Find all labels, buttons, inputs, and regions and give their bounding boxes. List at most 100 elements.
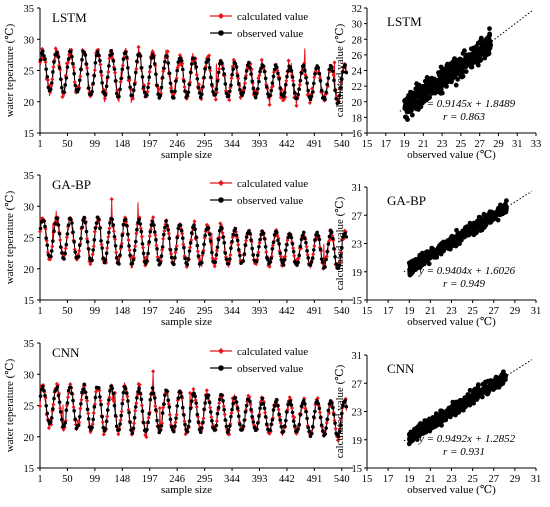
calculated-point: [332, 60, 337, 65]
observed-point: [312, 415, 316, 419]
observed-point: [104, 251, 109, 256]
observed-point: [81, 387, 85, 392]
observed-point: [299, 237, 304, 242]
x-tick-label: 21: [425, 306, 436, 317]
observed-point: [133, 239, 138, 244]
observed-point: [131, 426, 136, 431]
observed-point: [186, 90, 191, 95]
observed-point: [242, 418, 247, 422]
observed-point: [55, 216, 60, 221]
observed-point: [256, 253, 260, 258]
observed-point: [119, 413, 123, 418]
observed-point: [160, 411, 165, 415]
observed-point: [291, 419, 296, 423]
observed-point: [76, 87, 81, 91]
observed-point: [301, 398, 306, 403]
calculated-point: [324, 254, 329, 259]
y-tick-label: 15: [352, 464, 363, 475]
calculated-point: [165, 49, 170, 54]
scatter-point: [424, 97, 430, 102]
scatter-point: [438, 249, 444, 255]
observed-point: [257, 414, 261, 418]
observed-point: [195, 243, 200, 248]
x-tick-label: 148: [114, 306, 130, 317]
observed-point: [68, 49, 73, 54]
observed-point: [156, 424, 160, 429]
observed-point: [126, 232, 130, 237]
x-tick-label: 295: [197, 306, 213, 317]
observed-point: [332, 78, 336, 83]
scatter-point: [489, 209, 495, 215]
calculated-point: [161, 405, 166, 410]
observed-point: [43, 224, 47, 229]
observed-point: [56, 55, 61, 59]
observed-point: [221, 398, 225, 403]
observed-point: [269, 422, 274, 427]
observed-point: [173, 424, 177, 428]
observed-point: [42, 219, 46, 223]
observed-point: [64, 408, 69, 412]
observed-point: [241, 424, 246, 429]
observed-point: [328, 399, 333, 403]
observed-point: [55, 385, 60, 390]
observed-point: [301, 230, 306, 235]
observed-point: [248, 231, 252, 236]
observed-point: [234, 65, 239, 69]
observed-point: [286, 235, 290, 240]
observed-point: [261, 231, 266, 236]
observed-point: [86, 247, 91, 251]
observed-point: [312, 248, 316, 252]
x-tick-label: 29: [510, 306, 521, 317]
y-tick-label: 20: [24, 433, 35, 444]
observed-point: [279, 424, 284, 429]
observed-point: [155, 246, 159, 251]
observed-point: [329, 230, 334, 234]
scatter-point: [453, 82, 459, 88]
observed-point: [110, 52, 115, 56]
scatter-point: [421, 427, 426, 433]
observed-point: [52, 60, 56, 64]
calculated-point: [96, 47, 101, 52]
y-tick-label: 23: [352, 240, 363, 251]
observed-point: [130, 261, 135, 266]
calculated-point: [113, 70, 118, 75]
y-tick-label: 23: [352, 408, 363, 419]
observed-point: [77, 78, 82, 82]
observed-point: [286, 69, 290, 73]
calculated-point: [156, 87, 161, 92]
calculated-point: [259, 57, 264, 63]
y-axis-label: water teperature (℃): [4, 23, 16, 117]
panel-label: GA-BP: [387, 193, 426, 208]
observed-point: [90, 258, 94, 263]
calculated-point: [217, 400, 222, 406]
y-tick-label: 26: [352, 51, 363, 62]
observed-point: [261, 402, 266, 406]
correlation-r: r = 0.863: [443, 111, 485, 123]
y-axis-label: water teperature (℃): [4, 190, 16, 284]
calculated-point: [175, 233, 180, 238]
observed-point: [296, 92, 300, 97]
observed-point: [323, 432, 327, 436]
observed-point: [226, 93, 231, 98]
observed-point: [233, 61, 238, 66]
calculated-point: [313, 69, 318, 74]
x-tick-label: 23: [446, 474, 457, 485]
observed-point: [166, 228, 171, 232]
regression-line: [403, 190, 533, 273]
observed-point: [85, 240, 90, 244]
observed-point: [215, 411, 220, 416]
calculated-point: [227, 97, 232, 103]
observed-point: [164, 219, 168, 223]
calculated-point: [78, 406, 83, 411]
scatter-point: [411, 94, 417, 99]
observed-point: [344, 235, 349, 239]
calculated-point: [230, 64, 235, 69]
calculated-point: [135, 392, 140, 397]
calculated-point: [128, 87, 133, 92]
observed-point: [66, 57, 71, 61]
observed-point: [62, 423, 66, 428]
x-tick-label: 19: [399, 139, 410, 150]
calculated-point: [68, 382, 73, 387]
observed-point: [130, 93, 135, 98]
observed-point: [336, 100, 341, 104]
